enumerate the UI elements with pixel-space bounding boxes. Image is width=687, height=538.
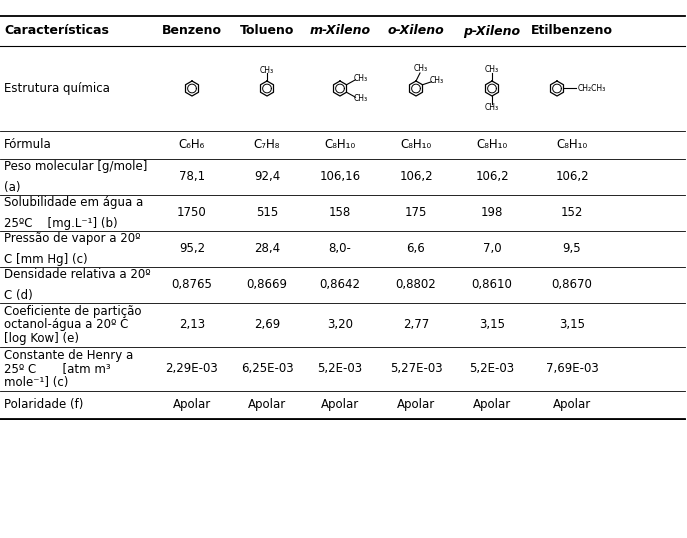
Text: 8,0-: 8,0- xyxy=(328,243,352,256)
Text: Polaridade (f): Polaridade (f) xyxy=(4,399,83,412)
Text: Coeficiente de partição: Coeficiente de partição xyxy=(4,305,142,318)
Text: mole⁻¹] (c): mole⁻¹] (c) xyxy=(4,376,69,388)
Text: C₈H₁₀: C₈H₁₀ xyxy=(556,138,587,152)
Text: 5,27E-03: 5,27E-03 xyxy=(390,363,442,376)
Text: Apolar: Apolar xyxy=(397,399,435,412)
Text: (a): (a) xyxy=(4,181,21,194)
Text: Constante de Henry a: Constante de Henry a xyxy=(4,349,133,362)
Text: C₆H₆: C₆H₆ xyxy=(179,138,205,152)
Text: 106,16: 106,16 xyxy=(319,171,361,183)
Text: C₈H₁₀: C₈H₁₀ xyxy=(477,138,508,152)
Text: 2,13: 2,13 xyxy=(179,318,205,331)
Text: Peso molecular [g/mole]: Peso molecular [g/mole] xyxy=(4,160,148,173)
Text: CH₃: CH₃ xyxy=(485,103,499,111)
Text: 2,29E-03: 2,29E-03 xyxy=(166,363,218,376)
Text: Apolar: Apolar xyxy=(321,399,359,412)
Text: 0,8610: 0,8610 xyxy=(471,279,513,292)
Text: 0,8765: 0,8765 xyxy=(172,279,212,292)
Text: 2,77: 2,77 xyxy=(403,318,429,331)
Text: 7,69E-03: 7,69E-03 xyxy=(545,363,598,376)
Text: 106,2: 106,2 xyxy=(475,171,509,183)
Text: 5,2E-03: 5,2E-03 xyxy=(469,363,515,376)
Text: C₈H₁₀: C₈H₁₀ xyxy=(401,138,431,152)
Text: 28,4: 28,4 xyxy=(254,243,280,256)
Text: octanol-água a 20º C: octanol-água a 20º C xyxy=(4,318,128,331)
Text: Apolar: Apolar xyxy=(173,399,211,412)
Text: 25ºC    [mg.L⁻¹] (b): 25ºC [mg.L⁻¹] (b) xyxy=(4,217,117,230)
Text: CH₂CH₃: CH₂CH₃ xyxy=(578,84,606,93)
Text: 3,20: 3,20 xyxy=(327,318,353,331)
Text: 2,69: 2,69 xyxy=(254,318,280,331)
Text: p-Xileno: p-Xileno xyxy=(464,25,521,38)
Text: 175: 175 xyxy=(405,207,427,220)
Text: m-Xileno: m-Xileno xyxy=(309,25,370,38)
Text: 25º C       [atm m³: 25º C [atm m³ xyxy=(4,363,111,376)
Text: CH₃: CH₃ xyxy=(429,76,444,85)
Text: 106,2: 106,2 xyxy=(555,171,589,183)
Text: 95,2: 95,2 xyxy=(179,243,205,256)
Text: CH₃: CH₃ xyxy=(260,67,274,75)
Text: 0,8670: 0,8670 xyxy=(552,279,592,292)
Text: 1750: 1750 xyxy=(177,207,207,220)
Text: C₈H₁₀: C₈H₁₀ xyxy=(324,138,356,152)
Text: Apolar: Apolar xyxy=(473,399,511,412)
Text: [log Kow] (e): [log Kow] (e) xyxy=(4,332,79,345)
Text: C [mm Hg] (c): C [mm Hg] (c) xyxy=(4,252,88,266)
Text: 9,5: 9,5 xyxy=(563,243,581,256)
Text: CH₃: CH₃ xyxy=(353,94,368,103)
Text: Pressão de vapor a 20º: Pressão de vapor a 20º xyxy=(4,232,141,245)
Text: Apolar: Apolar xyxy=(248,399,286,412)
Text: 92,4: 92,4 xyxy=(254,171,280,183)
Text: o-Xileno: o-Xileno xyxy=(387,25,444,38)
Text: Tolueno: Tolueno xyxy=(240,25,294,38)
Text: 6,25E-03: 6,25E-03 xyxy=(240,363,293,376)
Text: 106,2: 106,2 xyxy=(399,171,433,183)
Text: 6,6: 6,6 xyxy=(407,243,425,256)
Text: 3,15: 3,15 xyxy=(559,318,585,331)
Text: C (d): C (d) xyxy=(4,288,33,302)
Text: Etilbenzeno: Etilbenzeno xyxy=(531,25,613,38)
Text: Apolar: Apolar xyxy=(553,399,591,412)
Text: Estrutura química: Estrutura química xyxy=(4,82,110,95)
Text: C₇H₈: C₇H₈ xyxy=(254,138,280,152)
Text: CH₃: CH₃ xyxy=(353,74,368,83)
Text: CH₃: CH₃ xyxy=(485,66,499,74)
Text: 152: 152 xyxy=(561,207,583,220)
Text: Características: Características xyxy=(4,25,109,38)
Text: 78,1: 78,1 xyxy=(179,171,205,183)
Text: 0,8802: 0,8802 xyxy=(396,279,436,292)
Text: Fórmula: Fórmula xyxy=(4,138,52,152)
Text: 0,8669: 0,8669 xyxy=(247,279,287,292)
Text: 198: 198 xyxy=(481,207,503,220)
Text: CH₃: CH₃ xyxy=(414,65,428,74)
Text: 158: 158 xyxy=(329,207,351,220)
Text: Densidade relativa a 20º: Densidade relativa a 20º xyxy=(4,268,150,281)
Text: Solubilidade em água a: Solubilidade em água a xyxy=(4,196,144,209)
Text: 3,15: 3,15 xyxy=(479,318,505,331)
Text: 0,8642: 0,8642 xyxy=(319,279,361,292)
Text: Benzeno: Benzeno xyxy=(162,25,222,38)
Text: 7,0: 7,0 xyxy=(483,243,502,256)
Text: 5,2E-03: 5,2E-03 xyxy=(317,363,363,376)
Text: 515: 515 xyxy=(256,207,278,220)
